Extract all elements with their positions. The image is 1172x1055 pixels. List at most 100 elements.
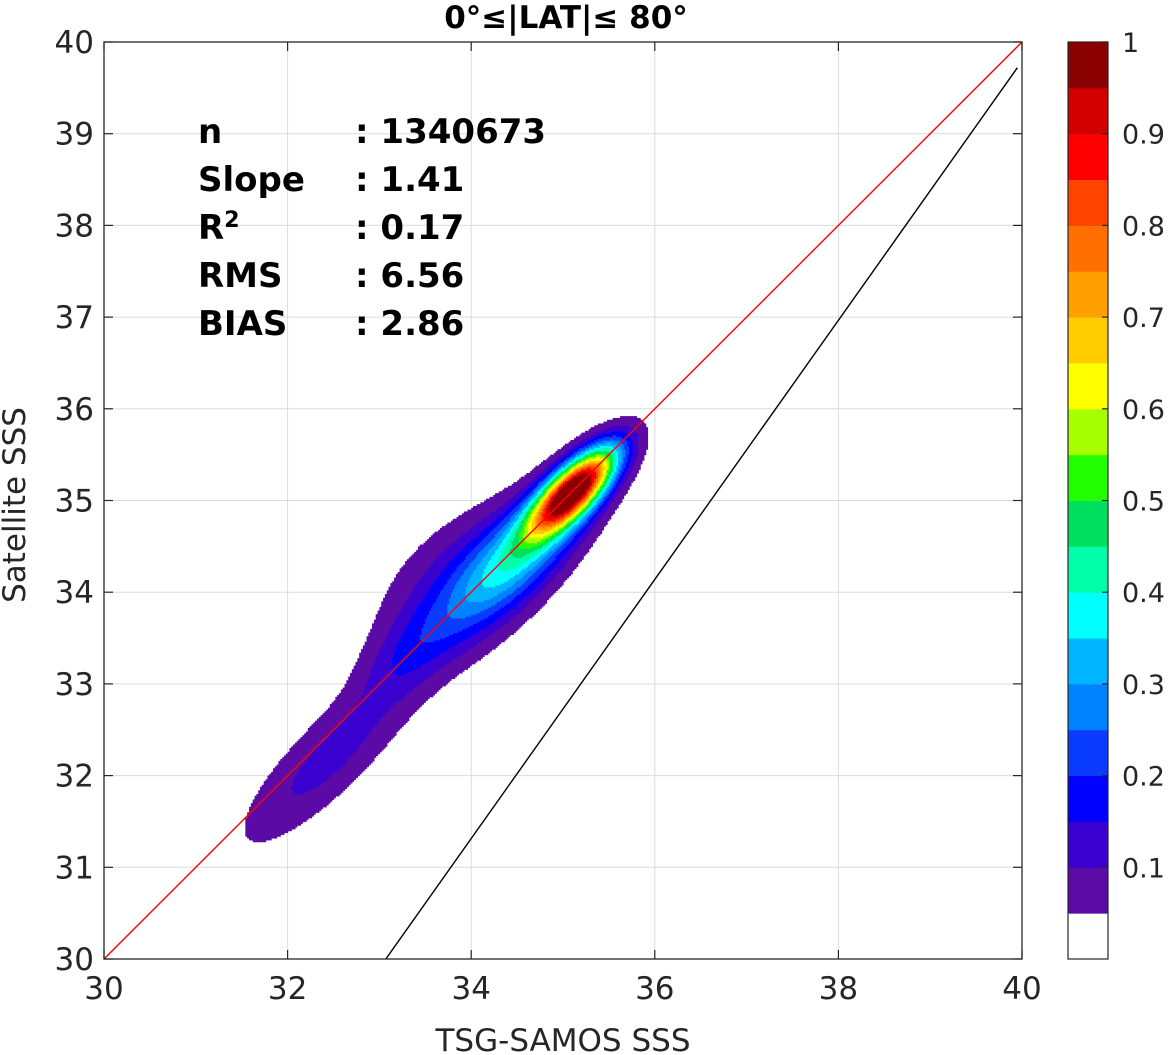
density-cell (269, 801, 272, 804)
density-cell (304, 814, 307, 817)
density-cell (384, 693, 388, 696)
density-cell (340, 735, 344, 738)
density-cell (381, 645, 384, 648)
density-cell (346, 722, 349, 725)
density-cell (333, 795, 336, 799)
density-cell (395, 663, 399, 667)
density-cell (249, 817, 252, 821)
density-cell (348, 775, 351, 779)
density-cell (269, 775, 272, 779)
density-cell (291, 814, 294, 817)
density-cell (388, 603, 392, 606)
density-cell (283, 760, 287, 764)
density-cell (309, 810, 313, 813)
density-cell (381, 614, 384, 617)
density-cell (353, 702, 357, 705)
density-cell (353, 693, 357, 696)
density-cell (318, 726, 322, 729)
density-cell (282, 795, 285, 799)
density-cell (372, 656, 375, 659)
density-cell (364, 663, 368, 667)
density-cell (250, 825, 254, 828)
density-cell (339, 737, 342, 740)
density-cell (375, 638, 379, 641)
density-cell (276, 770, 280, 773)
density-cell (278, 773, 281, 777)
density-cell (287, 806, 291, 810)
density-cell (364, 654, 368, 657)
density-cell (395, 628, 399, 632)
density-cell (327, 720, 331, 724)
density-cell (384, 709, 388, 713)
density-cell (355, 685, 358, 689)
density-cell (265, 784, 269, 788)
density-cell (390, 654, 393, 657)
density-cell (390, 678, 393, 681)
density-cell (394, 698, 397, 702)
density-cell (331, 755, 335, 758)
density-cell (283, 775, 287, 779)
density-cell (368, 641, 371, 645)
density-cell (350, 698, 353, 702)
density-cell (362, 742, 366, 746)
density-cell (355, 661, 358, 665)
density-cell (278, 815, 281, 819)
density-cell (392, 702, 395, 705)
density-cell (361, 667, 364, 670)
density-cell (278, 819, 281, 823)
density-cell (388, 724, 392, 727)
density-cell (276, 819, 280, 823)
density-cell (282, 803, 285, 806)
density-cell (372, 652, 375, 656)
density-cell (327, 737, 331, 740)
density-cell (245, 826, 248, 830)
density-cell (282, 823, 285, 826)
density-cell (381, 671, 384, 674)
density-cell (390, 709, 393, 713)
density-cell (390, 658, 393, 661)
density-cell (359, 711, 362, 714)
density-cell (309, 814, 313, 817)
density-cell (381, 625, 384, 628)
density-cell (287, 784, 291, 788)
density-cell (350, 696, 353, 700)
density-cell (300, 742, 303, 746)
density-cell (269, 786, 272, 790)
density-cell (287, 799, 291, 802)
density-cell (276, 775, 280, 779)
density-cell (372, 628, 375, 632)
density-cell (315, 727, 318, 731)
density-cell (260, 828, 263, 832)
density-cell (326, 724, 329, 727)
density-cell (353, 755, 357, 758)
density-cell (355, 762, 358, 766)
density-cell (331, 759, 335, 762)
density-cell (304, 749, 307, 753)
density-cell (304, 762, 307, 766)
density-cell (335, 768, 338, 771)
density-cell (327, 777, 331, 780)
density-cell (313, 812, 316, 815)
density-cell (397, 586, 401, 590)
density-cell (293, 815, 296, 819)
density-cell (324, 759, 327, 762)
density-cell (351, 722, 355, 725)
density-cell (346, 680, 349, 683)
density-cell (384, 634, 388, 637)
density-cell (388, 654, 392, 657)
density-cell (370, 737, 373, 740)
density-cell (390, 661, 393, 665)
density-cell (355, 740, 358, 744)
density-cell (298, 738, 302, 742)
density-cell (274, 799, 278, 802)
density-cell (327, 781, 331, 784)
density-cell (401, 696, 404, 700)
density-cell (318, 751, 322, 755)
density-cell (316, 735, 320, 738)
density-cell (370, 733, 373, 736)
density-cell (386, 694, 390, 698)
density-cell (313, 779, 316, 782)
density-cell (379, 623, 382, 626)
density-cell (339, 707, 342, 711)
density-cell (359, 753, 362, 757)
